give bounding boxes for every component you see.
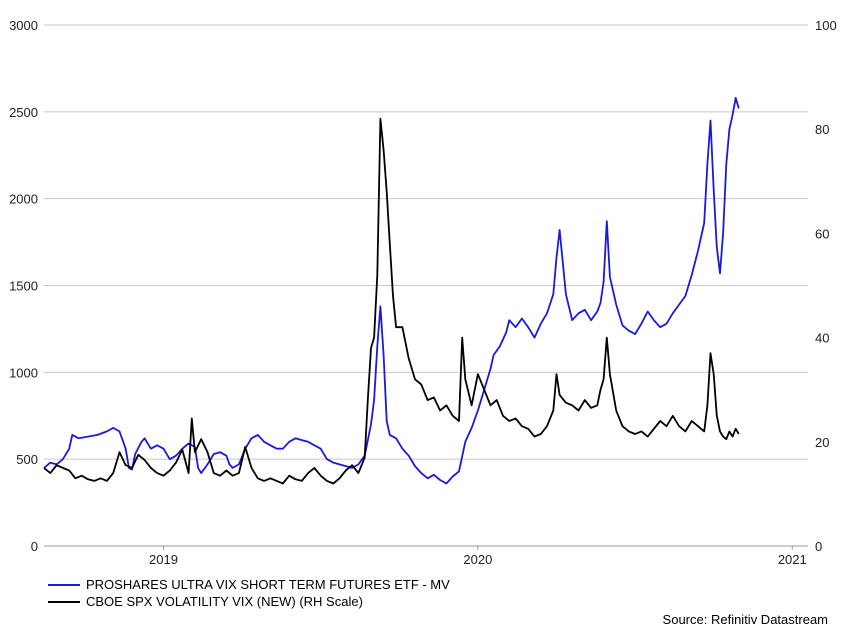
gridlines — [44, 24, 808, 547]
x-tick-label: 2019 — [149, 552, 178, 567]
left-tick-label: 0 — [31, 539, 38, 554]
series-line-proshares — [43, 97, 740, 485]
right-tick-label: 20 — [815, 435, 829, 450]
left-tick-label: 3000 — [9, 18, 38, 33]
left-tick-label: 2500 — [9, 105, 38, 120]
left-tick-label: 500 — [16, 452, 38, 467]
right-tick-label: 0 — [815, 539, 822, 554]
legend-swatch-proshares — [48, 583, 80, 586]
x-tick-label: 2020 — [463, 552, 492, 567]
series-line-vix — [43, 117, 740, 485]
legend-item-proshares: PROSHARES ULTRA VIX SHORT TERM FUTURES E… — [48, 576, 450, 593]
legend: PROSHARES ULTRA VIX SHORT TERM FUTURES E… — [48, 576, 450, 610]
right-tick-label: 40 — [815, 331, 829, 346]
legend-label-vix: CBOE SPX VOLATILITY VIX (NEW) (RH Scale) — [86, 594, 363, 609]
legend-swatch-vix — [48, 600, 80, 603]
series-lines — [43, 97, 740, 485]
left-tick-label: 2000 — [9, 192, 38, 207]
left-axis-ticks: 0 500 1000 1500 2000 2500 3000 — [9, 18, 38, 554]
left-tick-label: 1000 — [9, 365, 38, 380]
left-tick-label: 1500 — [9, 279, 38, 294]
right-axis-ticks: 0 20 40 60 80 100 — [815, 18, 837, 554]
x-axis-ticks: 2019 2020 2021 — [149, 546, 807, 567]
chart-area: 0 500 1000 1500 2000 2500 3000 0 20 40 60 80 100 20… — [9, 18, 837, 567]
legend-item-vix: CBOE SPX VOLATILITY VIX (NEW) (RH Scale) — [48, 593, 450, 610]
right-tick-label: 80 — [815, 122, 829, 137]
right-tick-label: 100 — [815, 18, 837, 33]
right-tick-label: 60 — [815, 226, 829, 241]
source-note: Source: Refinitiv Datastream — [662, 612, 828, 627]
legend-label-proshares: PROSHARES ULTRA VIX SHORT TERM FUTURES E… — [86, 577, 450, 592]
x-tick-label: 2021 — [778, 552, 807, 567]
